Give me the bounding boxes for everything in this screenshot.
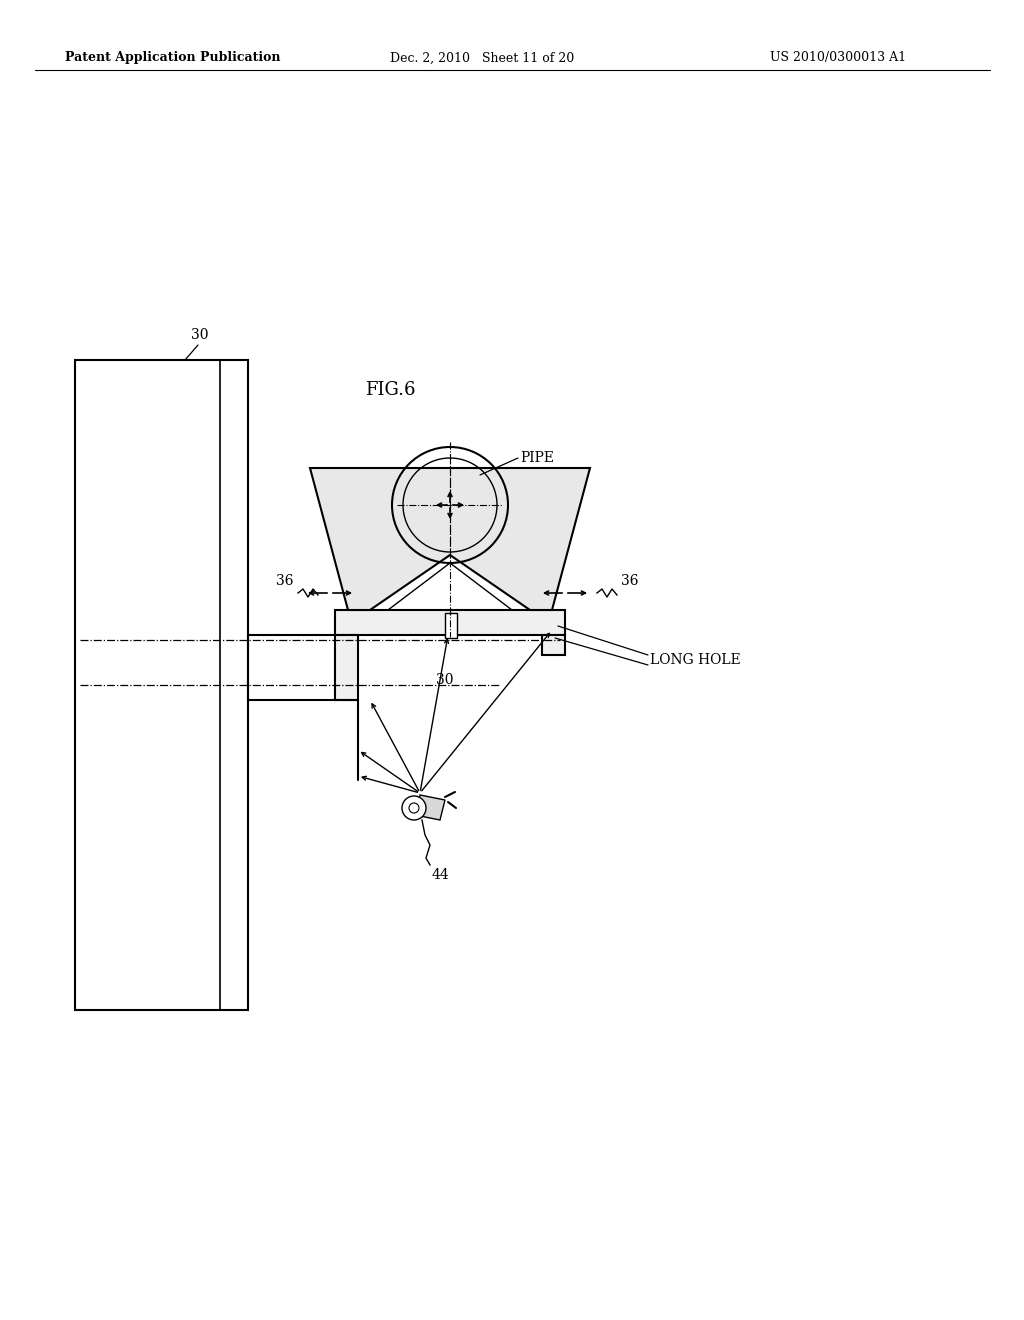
Text: FIG.6: FIG.6	[365, 381, 416, 399]
Text: 30: 30	[436, 673, 454, 686]
Text: 36: 36	[276, 574, 294, 587]
Text: US 2010/0300013 A1: US 2010/0300013 A1	[770, 51, 906, 65]
Bar	[445, 612, 457, 638]
Polygon shape	[415, 795, 445, 820]
Circle shape	[402, 796, 426, 820]
Text: 30: 30	[191, 327, 209, 342]
Text: 36: 36	[622, 574, 639, 587]
Text: Dec. 2, 2010   Sheet 11 of 20: Dec. 2, 2010 Sheet 11 of 20	[390, 51, 574, 65]
Bar	[335, 610, 565, 635]
Text: LONG HOLE: LONG HOLE	[650, 653, 740, 667]
Text: Patent Application Publication: Patent Application Publication	[65, 51, 281, 65]
Text: PIPE: PIPE	[520, 451, 554, 465]
Text: 44: 44	[431, 869, 449, 882]
Bar	[75, 360, 248, 1010]
Bar	[335, 635, 358, 700]
Polygon shape	[310, 469, 590, 610]
Bar	[542, 635, 565, 655]
